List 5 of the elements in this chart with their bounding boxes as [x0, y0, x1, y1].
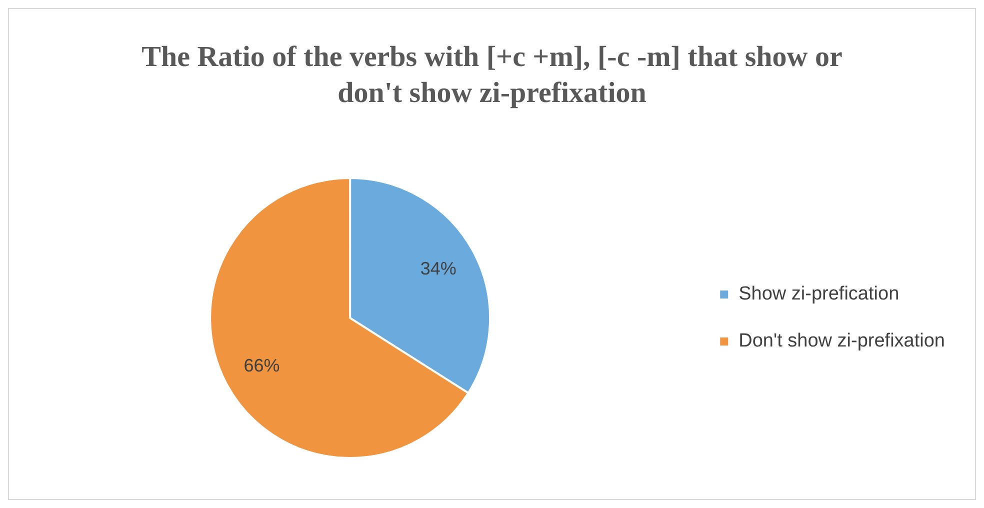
chart-title: The Ratio of the verbs with [+c +m], [-c -m] that show or don't show zi-prefixation	[140, 40, 844, 111]
legend-label: Don't show zi-prefixation	[738, 330, 946, 352]
legend-label: Show zi-prefication	[738, 284, 900, 305]
data-label: 34%	[420, 258, 456, 278]
data-label: 66%	[244, 356, 280, 376]
